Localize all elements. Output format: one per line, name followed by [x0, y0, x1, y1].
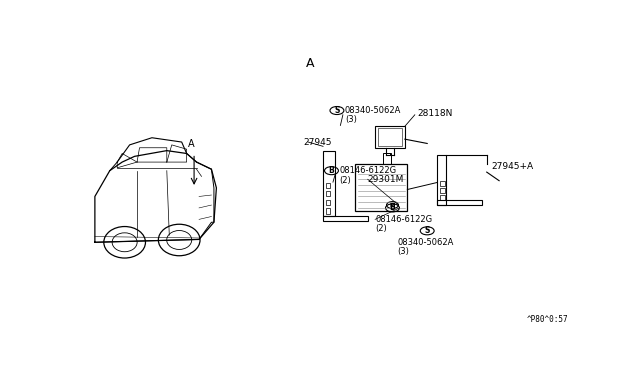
Text: 29301M: 29301M — [367, 175, 404, 184]
Bar — [437, 155, 446, 205]
Bar — [440, 188, 445, 193]
Bar — [323, 151, 335, 216]
Bar — [326, 200, 330, 205]
Bar — [383, 154, 392, 164]
Text: 08340-5062A: 08340-5062A — [345, 106, 401, 115]
Text: (2): (2) — [375, 224, 387, 233]
Text: (3): (3) — [397, 247, 410, 256]
Text: B: B — [328, 166, 334, 175]
Text: M: M — [390, 202, 396, 208]
Text: 08146-6122G: 08146-6122G — [339, 166, 397, 175]
Bar — [323, 216, 367, 221]
Text: (3): (3) — [345, 115, 356, 125]
Bar — [355, 164, 408, 211]
Bar — [326, 191, 330, 196]
Text: ^P80^0:57: ^P80^0:57 — [527, 315, 568, 324]
Bar — [378, 128, 403, 146]
Bar — [440, 195, 445, 200]
Bar — [375, 126, 405, 148]
Text: S: S — [424, 226, 430, 235]
Bar — [326, 208, 330, 214]
Text: S: S — [334, 106, 340, 115]
Text: 28118N: 28118N — [417, 109, 452, 118]
Text: (2): (2) — [339, 176, 351, 185]
Text: B: B — [390, 203, 396, 212]
Text: 27945+A: 27945+A — [492, 162, 534, 171]
Text: 08340-5062A: 08340-5062A — [397, 238, 454, 247]
Text: A: A — [188, 139, 195, 149]
Text: A: A — [307, 57, 315, 70]
Text: 27945: 27945 — [303, 138, 332, 147]
Text: 08146-6122G: 08146-6122G — [375, 215, 432, 224]
Bar — [437, 200, 482, 205]
Bar — [440, 181, 445, 186]
Bar — [326, 183, 330, 188]
